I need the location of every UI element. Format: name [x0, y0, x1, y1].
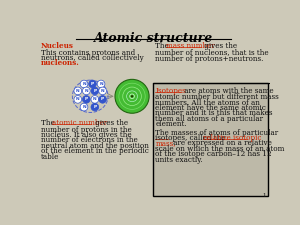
Text: 1: 1 — [262, 193, 266, 198]
Text: of the element in the periodic: of the element in the periodic — [40, 147, 148, 155]
Text: units exactly.: units exactly. — [155, 156, 203, 164]
Text: number of protons in the: number of protons in the — [40, 126, 131, 134]
Text: gives the: gives the — [202, 42, 237, 50]
Text: element have the same atomic: element have the same atomic — [155, 104, 266, 112]
Circle shape — [91, 96, 99, 103]
Text: numbers. All the atoms of an: numbers. All the atoms of an — [155, 99, 260, 107]
Circle shape — [89, 80, 96, 88]
Circle shape — [97, 80, 105, 88]
Text: N: N — [82, 82, 86, 86]
Circle shape — [82, 96, 90, 103]
Circle shape — [99, 87, 106, 95]
Text: N: N — [99, 82, 103, 86]
Text: neutrons, called collectively: neutrons, called collectively — [40, 54, 143, 62]
Circle shape — [80, 103, 88, 111]
Circle shape — [82, 87, 90, 95]
Circle shape — [131, 95, 133, 97]
Text: nucleons.: nucleons. — [40, 59, 79, 67]
Text: P: P — [93, 105, 96, 109]
Text: number of electrons in the: number of electrons in the — [40, 136, 137, 144]
Text: The: The — [40, 119, 57, 127]
Text: number of protons+neutrons.: number of protons+neutrons. — [155, 55, 264, 63]
Text: P: P — [85, 97, 88, 101]
Text: P: P — [101, 97, 104, 101]
Text: Atomic structure: Atomic structure — [94, 32, 213, 45]
Text: The: The — [155, 42, 171, 50]
Text: The masses of atoms of particular: The masses of atoms of particular — [155, 129, 278, 137]
Text: element.: element. — [155, 120, 187, 128]
Circle shape — [91, 103, 99, 111]
Text: are expressed on a relative: are expressed on a relative — [171, 140, 272, 147]
Text: atomic number: atomic number — [52, 119, 107, 127]
Text: isotopes, called the: isotopes, called the — [155, 134, 228, 142]
FancyBboxPatch shape — [153, 83, 268, 196]
Text: P: P — [93, 89, 96, 93]
Text: number and it is this that makes: number and it is this that makes — [155, 109, 273, 117]
Text: N: N — [82, 105, 86, 109]
Text: atomic number but different mass: atomic number but different mass — [155, 93, 279, 101]
Text: mass,: mass, — [155, 140, 176, 147]
Text: mass number: mass number — [166, 42, 215, 50]
Text: P: P — [91, 82, 94, 86]
Text: them all atoms of a particular: them all atoms of a particular — [155, 115, 263, 123]
Circle shape — [91, 87, 99, 95]
Text: relative isotopic: relative isotopic — [203, 134, 262, 142]
Text: N: N — [101, 89, 104, 93]
Text: N: N — [76, 97, 80, 101]
Text: scale on which the mass of an atom: scale on which the mass of an atom — [155, 145, 285, 153]
Text: number of nucleons, that is the: number of nucleons, that is the — [155, 49, 269, 56]
Text: N: N — [76, 89, 80, 93]
Text: gives the: gives the — [92, 119, 128, 127]
Text: nucleus. It also gives the: nucleus. It also gives the — [40, 131, 131, 139]
Text: of the isotope carbon–12 has 12: of the isotope carbon–12 has 12 — [155, 150, 272, 158]
Text: neutral atom and the position: neutral atom and the position — [40, 142, 148, 150]
Circle shape — [74, 96, 82, 103]
Circle shape — [80, 80, 88, 88]
Circle shape — [74, 87, 82, 95]
Circle shape — [115, 79, 149, 113]
Text: table: table — [40, 153, 59, 160]
Text: N: N — [85, 89, 88, 93]
Text: Nucleus: Nucleus — [40, 42, 74, 50]
Text: Isotopes: Isotopes — [155, 87, 186, 95]
Text: are atoms with the same: are atoms with the same — [182, 87, 274, 95]
Circle shape — [99, 96, 106, 103]
Text: This contains protons and: This contains protons and — [40, 49, 135, 56]
Text: N: N — [93, 97, 97, 101]
